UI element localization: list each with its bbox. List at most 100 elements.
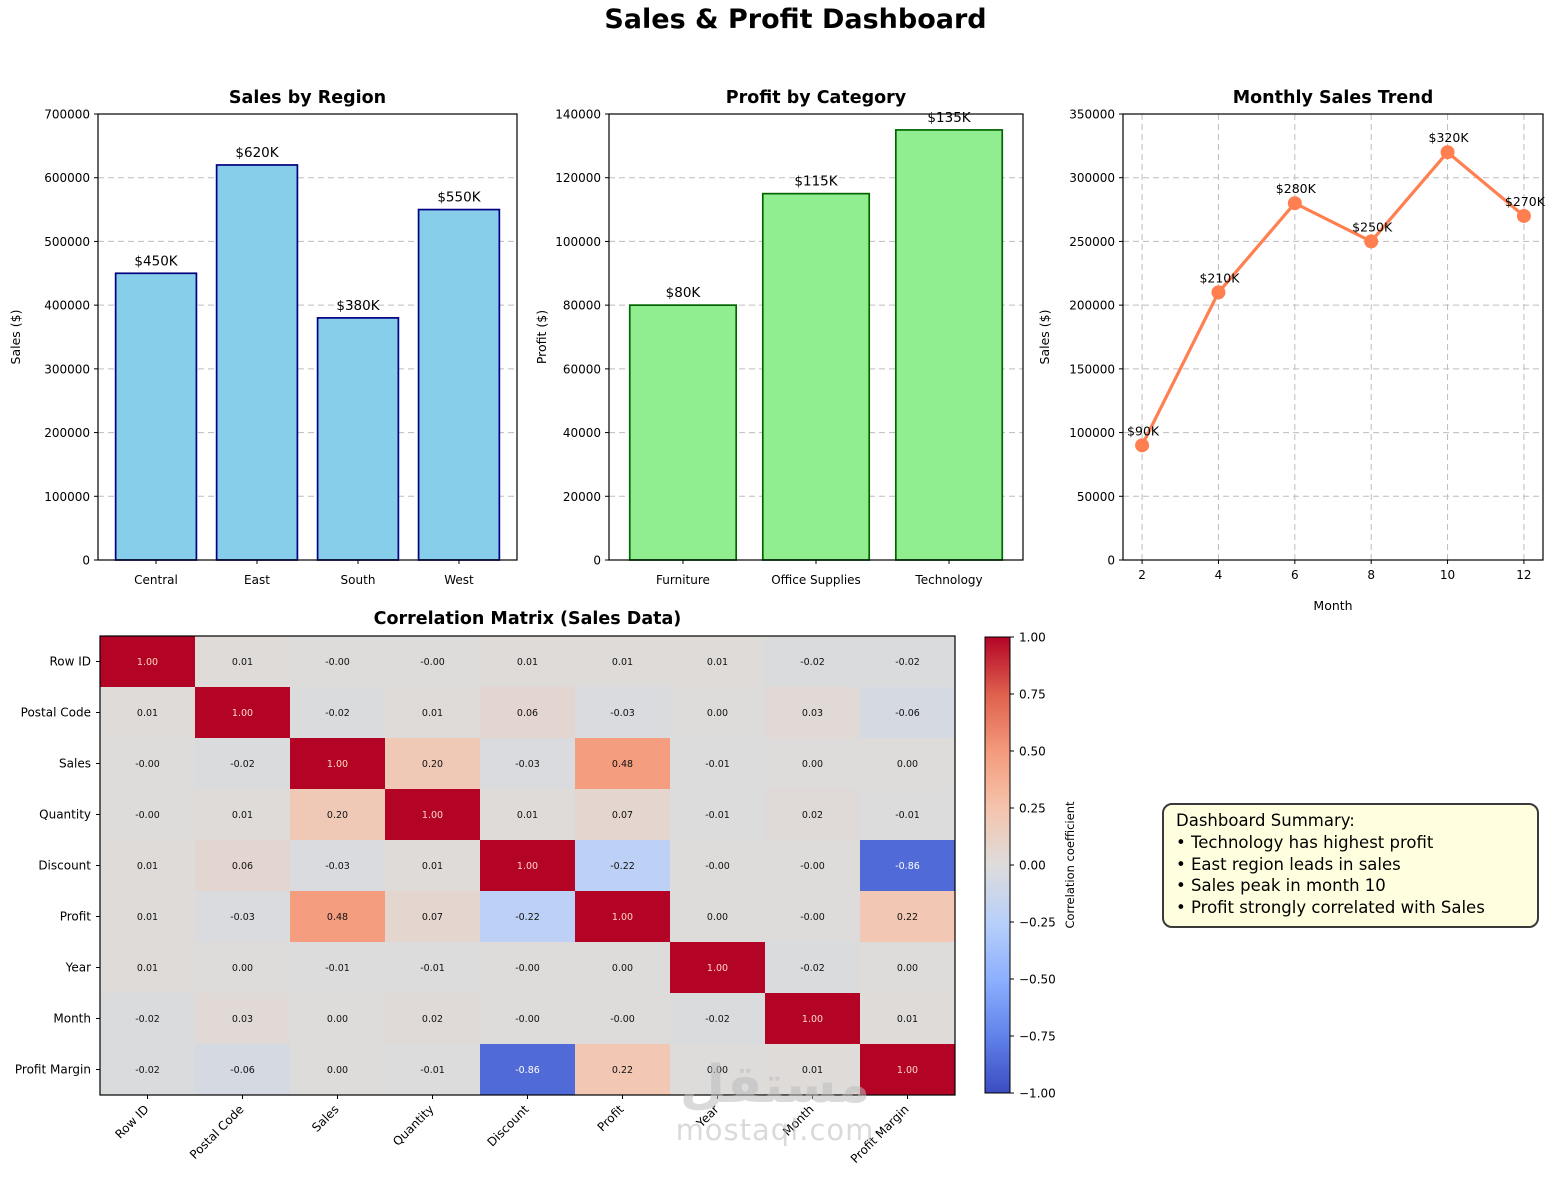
- x-tick-label: Office Supplies: [771, 573, 861, 587]
- heatmap-cell-profit-margin-x-sales: [290, 1044, 386, 1096]
- heatmap-cell-value: -0.00: [325, 657, 350, 668]
- y-tick-label: 150000: [1069, 362, 1115, 376]
- heatmap-cell-quantity-x-profit: [575, 789, 671, 841]
- data-point-month-4: [1211, 285, 1226, 300]
- heatmap-cell-value: 1.00: [137, 657, 158, 668]
- heatmap-cell-value: 0.00: [232, 963, 253, 974]
- heatmap-cell-quantity-x-sales: [290, 789, 386, 841]
- summary-bullet: Sales peak in month 10: [1176, 875, 1525, 897]
- heatmap-cell-row-id-x-sales: [290, 636, 386, 688]
- y-tick-label: 250000: [1069, 235, 1115, 249]
- heatmap-row-label: Month: [53, 1012, 91, 1026]
- bar-central: [114, 272, 198, 561]
- heatmap-cell-postal-code-x-month: [765, 687, 861, 739]
- heatmap-row-label: Row ID: [49, 655, 91, 669]
- y-tick-label: 200000: [44, 426, 90, 440]
- bar-office-supplies: [761, 192, 871, 561]
- heatmap-cell-value: 0.01: [137, 708, 158, 719]
- heatmap-cell-value: -0.02: [800, 963, 825, 974]
- heatmap-cell-value: -0.03: [230, 912, 255, 923]
- y-tick-label: 100000: [1069, 426, 1115, 440]
- heatmap-cell-value: 0.00: [612, 963, 633, 974]
- bar-value-label: $620K: [235, 145, 279, 161]
- heatmap-cell-month-x-sales: [290, 993, 386, 1045]
- heatmap-cell-value: -0.02: [895, 657, 920, 668]
- heatmap-cell-value: -0.22: [515, 912, 540, 923]
- summary-bullet: Profit strongly correlated with Sales: [1176, 897, 1525, 919]
- summary-bullet: Technology has highest profit: [1176, 832, 1525, 854]
- y-tick-label: 100000: [555, 235, 601, 249]
- heatmap-cell-profit-x-quantity: [385, 891, 481, 943]
- heatmap-cell-value: -0.01: [420, 1065, 445, 1076]
- trend-line: [1140, 149, 1526, 447]
- heatmap-cell-value: 0.01: [802, 1065, 823, 1076]
- heatmap-cell-postal-code-x-sales: [290, 687, 386, 739]
- heatmap-cell-row-id-x-quantity: [385, 636, 481, 688]
- heatmap-col-label: Postal Code: [187, 1102, 247, 1162]
- y-tick-label: 200000: [1069, 299, 1115, 313]
- heatmap-cell-discount-x-month: [765, 840, 861, 892]
- heatmap-cell-year-x-month: [765, 942, 861, 994]
- colorbar-tick-label: 0.25: [1019, 802, 1046, 816]
- y-tick-label: 80000: [563, 299, 601, 313]
- chart-correlation-matrix-sales-data: 1.00 0.01 -0.00 -0.00 0.01 0.01 0.01 -0.02 -0.02…: [15, 609, 1077, 1166]
- heatmap-col-label: Sales: [309, 1102, 341, 1134]
- heatmap-cell-value: 0.01: [897, 1014, 918, 1025]
- bar-furniture: [628, 304, 738, 561]
- colorbar-tick-label: −1.00: [1019, 1087, 1056, 1101]
- heatmap-cell-value: -0.00: [135, 810, 160, 821]
- heatmap-cell-value: 0.06: [232, 861, 253, 872]
- y-axis-label: Profit ($): [534, 310, 549, 364]
- heatmap-cell-value: -0.02: [800, 657, 825, 668]
- colorbar-tick-label: −0.75: [1019, 1030, 1056, 1044]
- point-value-label: $210K: [1199, 270, 1240, 285]
- heatmap-cell-value: -0.03: [325, 861, 350, 872]
- colorbar-tick-label: −0.25: [1019, 916, 1056, 930]
- x-tick-label: Central: [134, 573, 178, 587]
- y-tick-label: 0: [593, 554, 601, 568]
- bar-value-label: $80K: [666, 285, 702, 301]
- heatmap-cell-year-x-discount: [480, 942, 576, 994]
- heatmap-cell-value: -0.02: [325, 708, 350, 719]
- heatmap-cell-profit-x-discount: [480, 891, 576, 943]
- chart-profit-by-category: 0 20000 40000 60000 80000 100000 120000 140000 $…: [534, 88, 1024, 587]
- heatmap-col-label: Profit Margin: [848, 1102, 912, 1166]
- bar-value-label: $450K: [134, 253, 178, 269]
- y-tick-label: 0: [82, 554, 90, 568]
- point-value-label: $270K: [1505, 194, 1546, 209]
- chart-title: Correlation Matrix (Sales Data): [374, 609, 682, 629]
- x-tick-label: 2: [1138, 568, 1146, 582]
- heatmap-cell-discount-x-sales: [290, 840, 386, 892]
- heatmap-cell-profit-x-row-id: [100, 891, 196, 943]
- heatmap-cell-profit-margin-x-quantity: [385, 1044, 481, 1096]
- y-tick-label: 400000: [44, 299, 90, 313]
- chart-title: Profit by Category: [726, 88, 907, 108]
- x-tick-label: Furniture: [656, 573, 710, 587]
- heatmap-cell-value: 0.20: [422, 759, 443, 770]
- bar-east: [215, 164, 299, 561]
- heatmap-cell-month-x-profit: [575, 993, 671, 1045]
- y-tick-label: 40000: [563, 426, 601, 440]
- heatmap-cell-value: 0.01: [422, 708, 443, 719]
- x-tick-label: East: [244, 573, 270, 587]
- heatmap-col-label: Profit: [595, 1102, 627, 1134]
- colorbar-label: Correlation coefficient: [1063, 801, 1077, 929]
- heatmap-cell-profit-margin-x-profit: [575, 1044, 671, 1096]
- page-title: Sales & Profit Dashboard: [604, 4, 987, 35]
- summary-title: Dashboard Summary:: [1176, 811, 1355, 830]
- chart-sales-by-region: 0 100000 200000 300000 400000 500000 600000 700…: [8, 88, 518, 587]
- point-value-label: $280K: [1276, 181, 1317, 196]
- bar-value-label: $135K: [927, 110, 971, 126]
- heatmap-cell-value: -0.22: [610, 861, 635, 872]
- heatmap-cell-sales-x-discount: [480, 738, 576, 790]
- heatmap-cell-quantity-x-month: [765, 789, 861, 841]
- point-value-label: $90K: [1127, 423, 1160, 438]
- heatmap-cell-value: 0.01: [612, 657, 633, 668]
- x-tick-label: 8: [1367, 568, 1375, 582]
- y-tick-label: 0: [1107, 554, 1115, 568]
- heatmap-cell-value: 1.00: [802, 1014, 823, 1025]
- y-tick-label: 500000: [44, 235, 90, 249]
- heatmap-cell-month-x-month: [765, 993, 861, 1045]
- heatmap-cell-row-id-x-row-id: [100, 636, 196, 688]
- heatmap-cell-sales-x-quantity: [385, 738, 481, 790]
